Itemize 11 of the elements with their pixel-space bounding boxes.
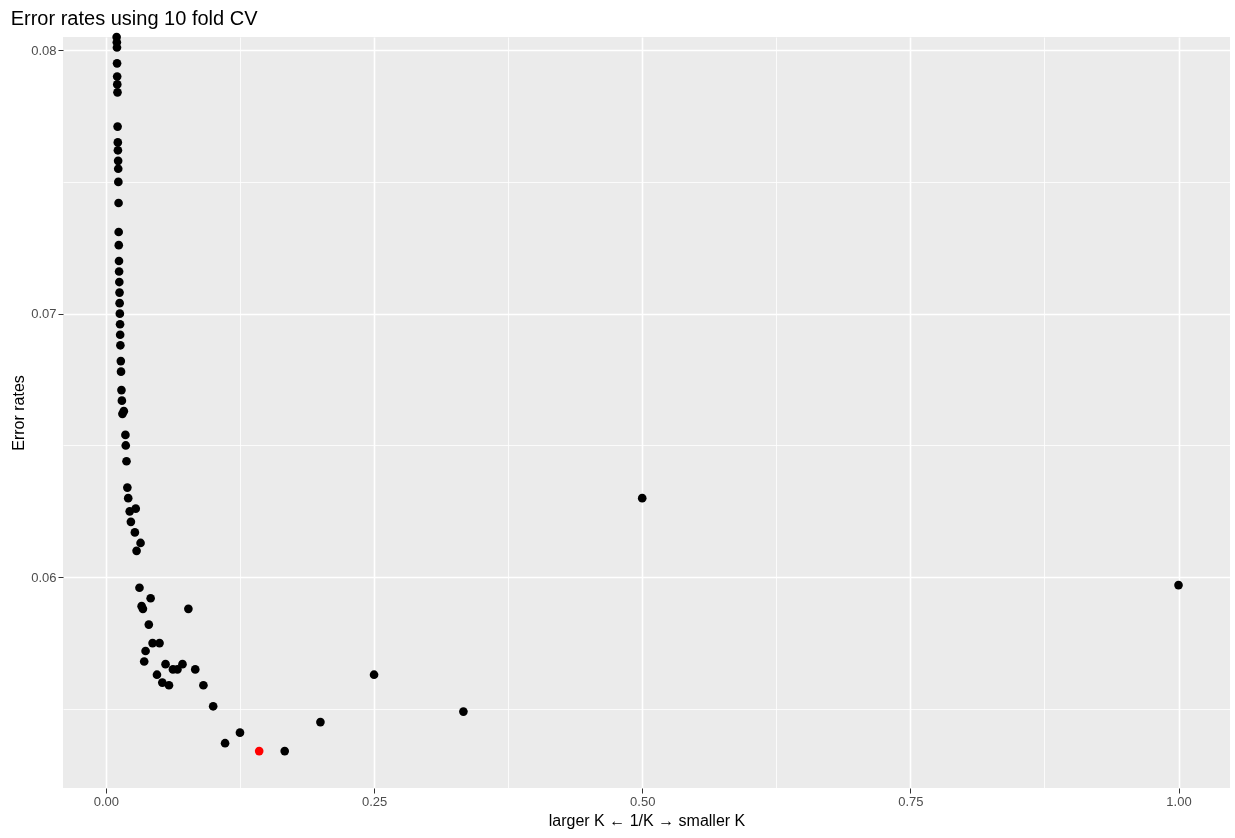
x-tick-label: 0.00 <box>93 793 120 809</box>
y-axis-title: Error rates <box>10 375 28 451</box>
y-tick-label: 0.08 <box>31 42 57 58</box>
x-axis-title: larger K ← 1/K → smaller K <box>548 811 746 829</box>
x-tick-label: 1.00 <box>1166 793 1192 809</box>
x-tick-label: 0.25 <box>361 793 388 809</box>
x-tick-label: 0.50 <box>630 793 656 809</box>
x-tick-label: 0.75 <box>898 793 924 809</box>
y-tick-label: 0.06 <box>31 569 57 585</box>
chart-title: Error rates using 10 fold CV <box>10 6 259 29</box>
y-tick-label: 0.07 <box>31 306 57 322</box>
